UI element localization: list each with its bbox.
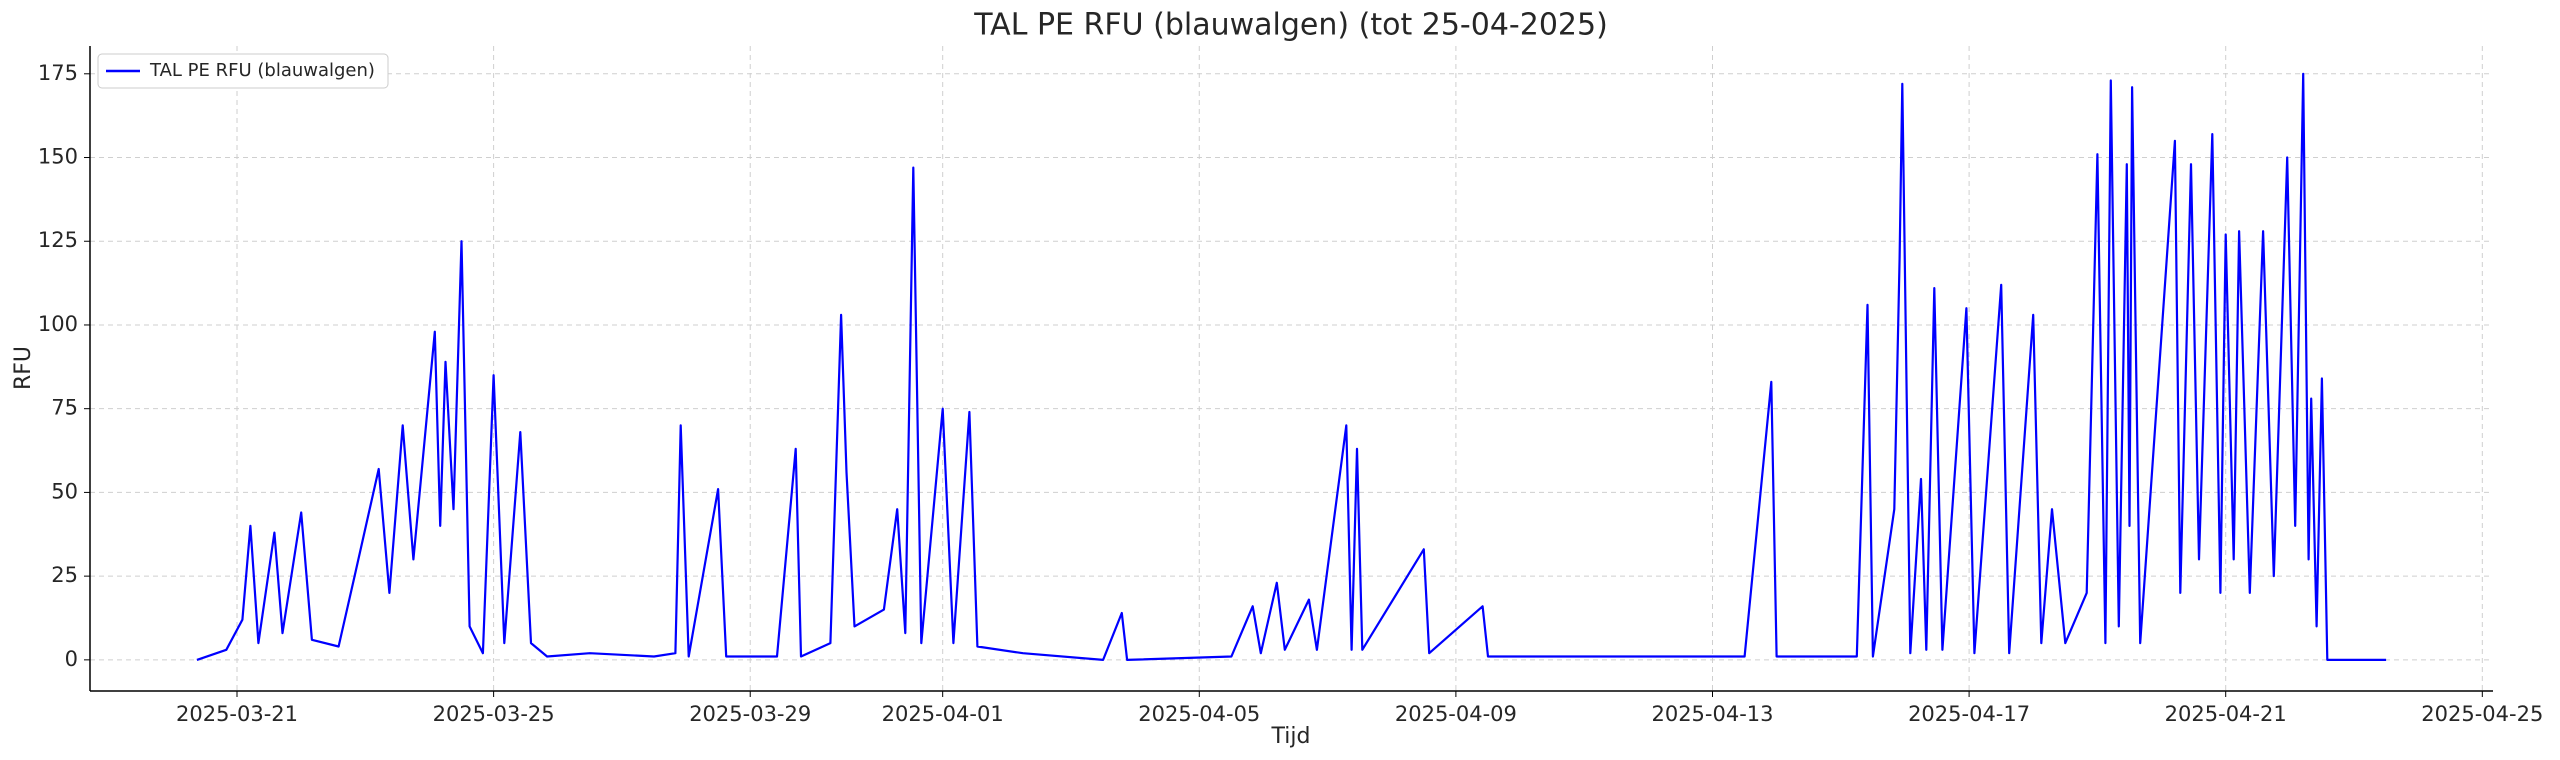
x-tick-label: 2025-04-01 (882, 702, 1004, 726)
y-tick-label: 75 (51, 396, 78, 420)
x-tick-label: 2025-04-09 (1395, 702, 1517, 726)
legend-label: TAL PE RFU (blauwalgen) (149, 60, 375, 81)
chart-title: TAL PE RFU (blauwalgen) (tot 25-04-2025) (973, 8, 1608, 43)
x-tick-label: 2025-04-25 (2421, 702, 2543, 726)
x-tick-label: 2025-04-21 (2165, 702, 2287, 726)
x-tick-label: 2025-04-17 (1908, 702, 2030, 726)
legend-box (97, 53, 389, 89)
y-tick-label: 25 (51, 563, 78, 587)
x-axis-label: Tijd (1271, 724, 1311, 749)
y-tick-label: 125 (38, 228, 78, 252)
x-tick-label: 2025-03-21 (176, 702, 298, 726)
y-tick-label: 50 (51, 479, 78, 503)
x-tick-label: 2025-03-25 (433, 702, 555, 726)
x-tick-label: 2025-04-13 (1651, 702, 1773, 726)
x-tick-label: 2025-04-05 (1138, 702, 1260, 726)
y-tick-label: 0 (65, 647, 78, 671)
y-tick-label: 100 (38, 312, 78, 336)
y-tick-label: 175 (38, 61, 78, 85)
y-tick-label: 150 (38, 145, 78, 169)
y-axis-label: RFU (11, 346, 36, 390)
data-line (196, 72, 2387, 661)
x-tick-label: 2025-03-29 (689, 702, 811, 726)
